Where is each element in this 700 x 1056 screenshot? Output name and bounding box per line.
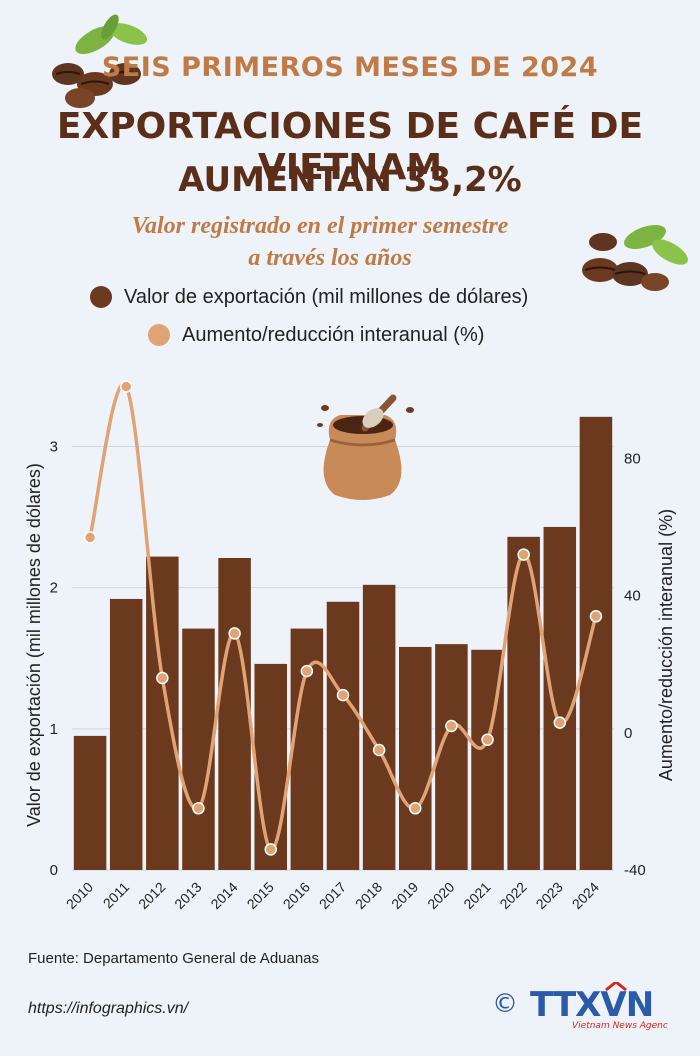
kicker-title: SEIS PRIMEROS MESES DE 2024 bbox=[101, 52, 599, 83]
bar-2018 bbox=[362, 584, 396, 870]
x-tick-label: 2021 bbox=[460, 879, 493, 912]
main-title-line1: EXPORTACIONES DE CAFÉ DE VIETNAM bbox=[56, 106, 644, 188]
x-tick-label: 2019 bbox=[388, 879, 421, 912]
y-axis-label-left: Valor de exportación (mil millones de dó… bbox=[24, 463, 44, 827]
x-tick-label: 2018 bbox=[352, 879, 385, 912]
line-point-2021 bbox=[481, 733, 494, 746]
y-tick-left: 3 bbox=[50, 438, 58, 455]
legend-label-yoy-change: Aumento/reducción interanual (%) bbox=[182, 323, 485, 346]
bar-2013 bbox=[182, 628, 215, 870]
bar-2016 bbox=[290, 628, 324, 870]
x-tick-label: 2024 bbox=[569, 879, 602, 912]
line-point-2011 bbox=[119, 380, 133, 393]
line-point-2013 bbox=[192, 802, 205, 815]
bar-2024 bbox=[579, 416, 613, 870]
x-tick-label: 2022 bbox=[496, 879, 529, 912]
x-tick-label: 2013 bbox=[171, 879, 204, 912]
logo-wordmark: TTXVN bbox=[530, 985, 653, 1025]
ttxvn-logo: © TTXVN Vietnam News Agency bbox=[488, 980, 674, 1037]
line-point-2012 bbox=[156, 671, 169, 685]
coffee-beans-illustration-left bbox=[40, 12, 160, 117]
y-tick-right: 0 bbox=[624, 725, 632, 742]
bar-2023 bbox=[543, 526, 577, 870]
line-point-2014 bbox=[228, 627, 241, 640]
y-axis-label-right: Aumento/reducción interanual (%) bbox=[656, 509, 676, 781]
x-tick-label: 2012 bbox=[135, 879, 168, 912]
bar-2011 bbox=[109, 598, 143, 870]
line-point-2015 bbox=[264, 843, 277, 856]
bar-2012 bbox=[146, 556, 179, 870]
x-tick-label: 2011 bbox=[100, 879, 133, 912]
x-tick-label: 2020 bbox=[424, 879, 457, 912]
y-tick-right: -40 bbox=[624, 862, 646, 879]
x-tick-label: 2023 bbox=[533, 879, 566, 912]
legend-swatch-bar bbox=[90, 286, 112, 308]
line-point-2024 bbox=[589, 610, 603, 623]
x-tick-label: 2017 bbox=[316, 879, 349, 912]
line-point-2019 bbox=[409, 802, 422, 815]
line-point-2016 bbox=[300, 664, 314, 678]
legend-item-yoy-change: Aumento/reducción interanual (%) bbox=[148, 320, 484, 350]
source-note: Fuente: Departamento General de Aduanas bbox=[28, 950, 320, 967]
x-tick-label: 2016 bbox=[280, 879, 313, 912]
x-tick-label: 2010 bbox=[63, 879, 96, 912]
logo-copyright-symbol: © bbox=[492, 989, 518, 1019]
x-tick-label: 2015 bbox=[244, 879, 277, 912]
coffee-sack-icon bbox=[317, 394, 414, 500]
coffee-beans-illustration-right bbox=[575, 212, 695, 307]
bar-2020 bbox=[435, 644, 468, 870]
bar-2017 bbox=[326, 601, 360, 870]
y-tick-left: 2 bbox=[50, 580, 58, 597]
y-tick-left: 1 bbox=[50, 721, 58, 738]
line-point-2023 bbox=[553, 716, 567, 729]
line-point-2022 bbox=[517, 548, 530, 561]
bar-2014 bbox=[218, 558, 251, 870]
subtitle-line1: Valor registrado en el primer semestre bbox=[131, 213, 509, 239]
subtitle-line2: a través los años bbox=[248, 245, 412, 271]
bar-2010 bbox=[73, 735, 107, 870]
y-tick-left: 0 bbox=[50, 862, 58, 879]
bar-2015 bbox=[254, 663, 287, 870]
x-tick-label: 2014 bbox=[207, 879, 240, 912]
website-link[interactable]: https://infographics.vn/ bbox=[28, 1000, 189, 1017]
y-tick-right: 80 bbox=[624, 451, 641, 468]
legend-label-export-value: Valor de exportación (mil millones de dó… bbox=[124, 285, 529, 308]
main-title-line2: AUMENTAN 33,2% bbox=[178, 160, 522, 200]
line-point-2018 bbox=[372, 743, 386, 757]
bar-2019 bbox=[399, 646, 432, 870]
y-tick-right: 40 bbox=[624, 588, 641, 605]
legend-item-export-value: Valor de exportación (mil millones de dó… bbox=[90, 282, 528, 312]
line-point-2017 bbox=[336, 688, 350, 702]
line-point-2010 bbox=[83, 531, 97, 544]
legend-swatch-line bbox=[148, 324, 170, 346]
logo-tagline: Vietnam News Agency bbox=[572, 1021, 668, 1031]
line-point-2020 bbox=[445, 719, 458, 733]
